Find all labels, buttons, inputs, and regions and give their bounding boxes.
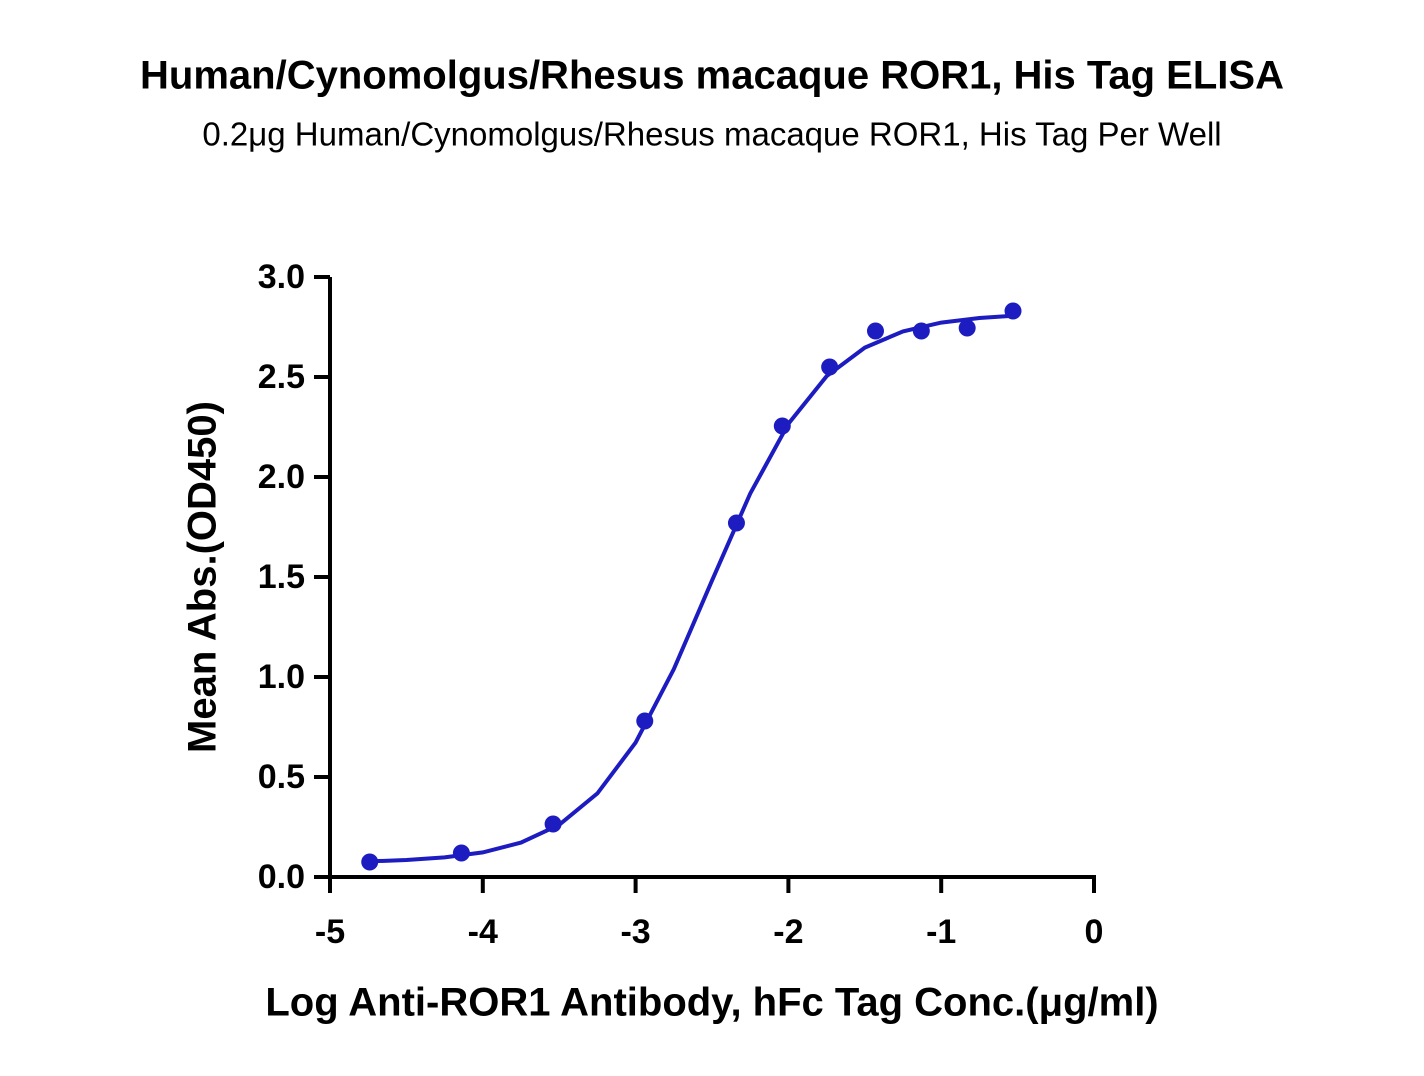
x-tick-label: -1 [926,913,956,951]
fit-curve [369,313,1014,864]
data-point [636,712,654,730]
y-tick-label: 0.5 [258,758,305,796]
chart-title: Human/Cynomolgus/Rhesus macaque ROR1, Hi… [140,54,1284,98]
data-point [773,417,791,435]
data-point [866,322,884,340]
data-point [544,815,562,833]
data-point [361,853,379,871]
data-point [727,514,745,532]
y-tick-label: 1.5 [258,558,305,596]
data-point [958,319,976,337]
y-tick-label: 3.0 [258,258,305,296]
y-axis-label: Mean Abs.(OD450) [181,401,225,753]
x-tick-label: 0 [1085,913,1104,951]
x-axis-label: Log Anti-ROR1 Antibody, hFc Tag Conc.(μg… [265,981,1158,1025]
data-point [912,322,930,340]
data-point [821,358,839,376]
x-tick-label: -3 [620,913,650,951]
x-tick-label: -2 [773,913,803,951]
x-tick-label: -5 [315,913,345,951]
y-tick-label: 2.0 [258,458,305,496]
chart-subtitle: 0.2μg Human/Cynomolgus/Rhesus macaque RO… [202,116,1221,153]
x-tick-label: -4 [468,913,498,951]
data-point [452,844,470,862]
y-tick-label: 1.0 [258,658,305,696]
data-point [1004,302,1022,320]
y-tick-label: 0.0 [258,858,305,896]
y-tick-label: 2.5 [258,358,305,396]
